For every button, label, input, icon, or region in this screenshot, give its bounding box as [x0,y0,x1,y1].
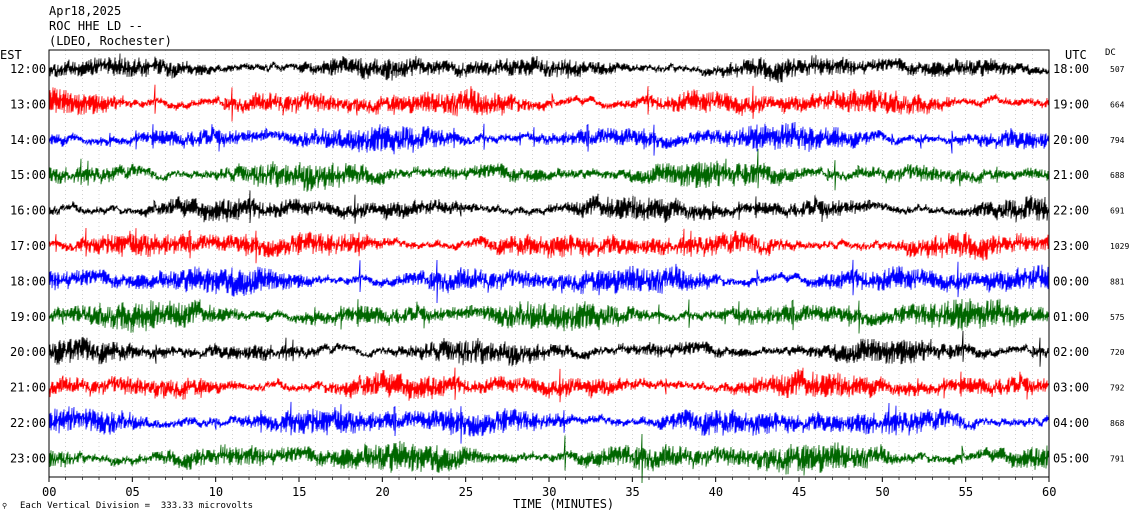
utc-tick-label: 02:00 [1053,345,1089,359]
utc-tick-label: 23:00 [1053,239,1089,253]
utc-tick-label: 22:00 [1053,204,1089,218]
x-tick-label: 05 [125,485,139,499]
trace-1400 [48,121,1050,156]
dc-value: 575 [1110,313,1125,322]
dc-value: 720 [1110,348,1125,357]
x-tick-label: 10 [209,485,223,499]
trace-2200 [48,401,1050,444]
est-tick-label: 15:00 [10,168,46,182]
x-tick-label: 25 [459,485,473,499]
utc-tick-label: 01:00 [1053,310,1089,324]
station-label: ROC HHE LD -- [49,19,143,33]
x-tick-label: 15 [292,485,306,499]
utc-tick-label: 00:00 [1053,274,1089,288]
utc-tick-label: 21:00 [1053,168,1089,182]
utc-tick-label: 20:00 [1053,133,1089,147]
trace-1800 [48,259,1050,304]
trace-1300 [48,84,1050,122]
dc-value: 688 [1110,171,1125,180]
x-tick-label: 20 [375,485,389,499]
trace-1500 [48,148,1050,192]
est-tick-label: 14:00 [10,133,46,147]
dc-value: 1029 [1110,242,1129,251]
dc-value: 794 [1110,136,1125,145]
est-tick-label: 17:00 [10,239,46,253]
trace-2300 [48,433,1050,484]
x-tick-label: 30 [542,485,556,499]
est-tick-label: 13:00 [10,97,46,111]
trace-1200 [48,53,1050,83]
est-tick-label: 20:00 [10,345,46,359]
dc-value: 691 [1110,207,1125,216]
trace-2000 [48,330,1050,367]
dc-value: 664 [1110,100,1125,109]
x-axis-title: TIME (MINUTES) [513,497,614,511]
utc-tick-label: 05:00 [1053,451,1089,465]
utc-tick-label: 19:00 [1053,97,1089,111]
trace-1700 [48,227,1050,264]
dc-value: 507 [1110,65,1125,74]
x-tick-label: 35 [625,485,639,499]
trace-1900 [48,298,1050,334]
dc-value: 792 [1110,384,1125,393]
est-tick-label: 23:00 [10,451,46,465]
est-axis-label: EST [0,48,22,62]
est-tick-label: 12:00 [10,62,46,76]
x-tick-label: 40 [709,485,723,499]
trace-1600 [48,190,1050,224]
trace-2100 [48,367,1050,403]
x-tick-label: 55 [959,485,973,499]
est-tick-label: 21:00 [10,381,46,395]
utc-tick-label: 03:00 [1053,381,1089,395]
x-tick-label: 50 [875,485,889,499]
x-tick-label: 00 [42,485,56,499]
est-tick-label: 19:00 [10,310,46,324]
utc-tick-label: 18:00 [1053,62,1089,76]
scale-label: Each Vertical Division = 333.33 microvol… [20,501,253,511]
dc-value: 791 [1110,454,1125,463]
footer-icon: ⚲ [2,502,8,510]
x-tick-label: 45 [792,485,806,499]
dc-value: 868 [1110,419,1125,428]
est-tick-label: 16:00 [10,204,46,218]
date-label: Apr18,2025 [49,4,122,18]
est-tick-label: 18:00 [10,274,46,288]
est-tick-label: 22:00 [10,416,46,430]
utc-tick-label: 04:00 [1053,416,1089,430]
x-tick-label: 60 [1042,485,1056,499]
utc-axis-label: UTC [1065,48,1087,62]
dc-value: 881 [1110,277,1125,286]
dc-column-label: DC [1105,48,1116,58]
network-label: (LDEO, Rochester) [49,34,172,48]
